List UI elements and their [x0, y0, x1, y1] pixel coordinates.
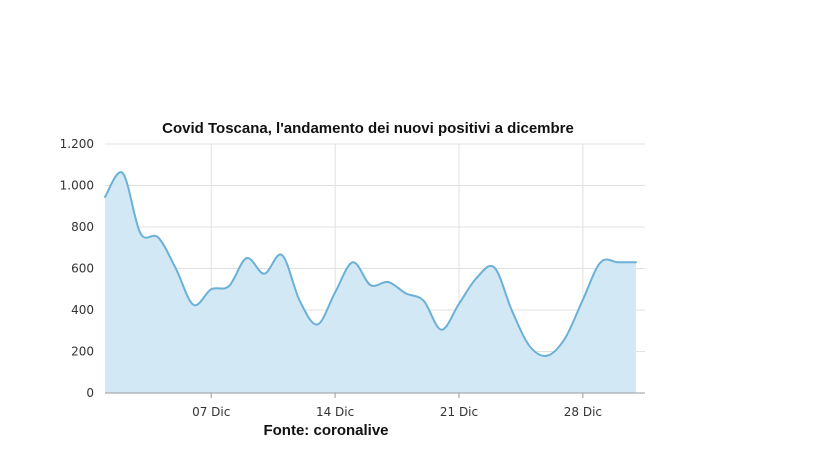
data-point[interactable]	[474, 275, 480, 281]
y-tick-label: 400	[71, 303, 94, 317]
data-point[interactable]	[137, 230, 143, 236]
data-point[interactable]	[615, 259, 621, 265]
data-point[interactable]	[208, 286, 214, 292]
y-tick-label: 600	[71, 262, 94, 276]
x-tick-label: 21 Dic	[440, 405, 478, 419]
data-point[interactable]	[155, 234, 161, 240]
x-tick-label: 07 Dic	[192, 405, 230, 419]
data-point[interactable]	[350, 259, 356, 265]
data-point[interactable]	[438, 327, 444, 333]
data-point[interactable]	[527, 343, 533, 349]
data-point[interactable]	[173, 266, 179, 272]
data-point[interactable]	[368, 282, 374, 288]
data-point[interactable]	[633, 259, 639, 265]
y-tick-label: 0	[86, 386, 94, 400]
x-tick-label: 14 Dic	[316, 405, 354, 419]
y-tick-label: 800	[71, 220, 94, 234]
data-point[interactable]	[509, 308, 515, 314]
data-point[interactable]	[102, 194, 108, 200]
tick-labels: 0 200 400 600 800 1.000 1.200 07 Dic 14 Dic 21 Di…	[60, 137, 602, 419]
data-point[interactable]	[120, 170, 126, 176]
y-tick-label: 1.000	[60, 179, 94, 193]
source-note: Fonte: coronalive	[263, 422, 388, 439]
data-area	[102, 170, 639, 393]
data-point[interactable]	[403, 290, 409, 296]
chart-title: Covid Toscana, l'andamento dei nuovi pos…	[162, 120, 574, 137]
y-tick-label: 1.200	[60, 137, 94, 151]
data-point[interactable]	[385, 279, 391, 285]
data-point[interactable]	[421, 298, 427, 304]
data-point[interactable]	[226, 283, 232, 289]
data-point[interactable]	[545, 353, 551, 359]
data-point[interactable]	[332, 289, 338, 295]
series-line	[104, 171, 637, 357]
y-tick-label: 200	[71, 345, 94, 359]
data-point[interactable]	[598, 259, 604, 265]
data-point[interactable]	[314, 322, 320, 328]
data-point[interactable]	[491, 264, 497, 270]
data-point[interactable]	[191, 302, 197, 308]
data-point[interactable]	[456, 301, 462, 307]
series-area-fill	[105, 172, 636, 393]
data-point[interactable]	[297, 298, 303, 304]
x-tick-label: 28 Dic	[564, 405, 602, 419]
data-point[interactable]	[244, 255, 250, 261]
data-point[interactable]	[279, 252, 285, 258]
data-point[interactable]	[261, 271, 267, 277]
axes	[105, 392, 645, 398]
data-point[interactable]	[580, 297, 586, 303]
data-point[interactable]	[562, 335, 568, 341]
